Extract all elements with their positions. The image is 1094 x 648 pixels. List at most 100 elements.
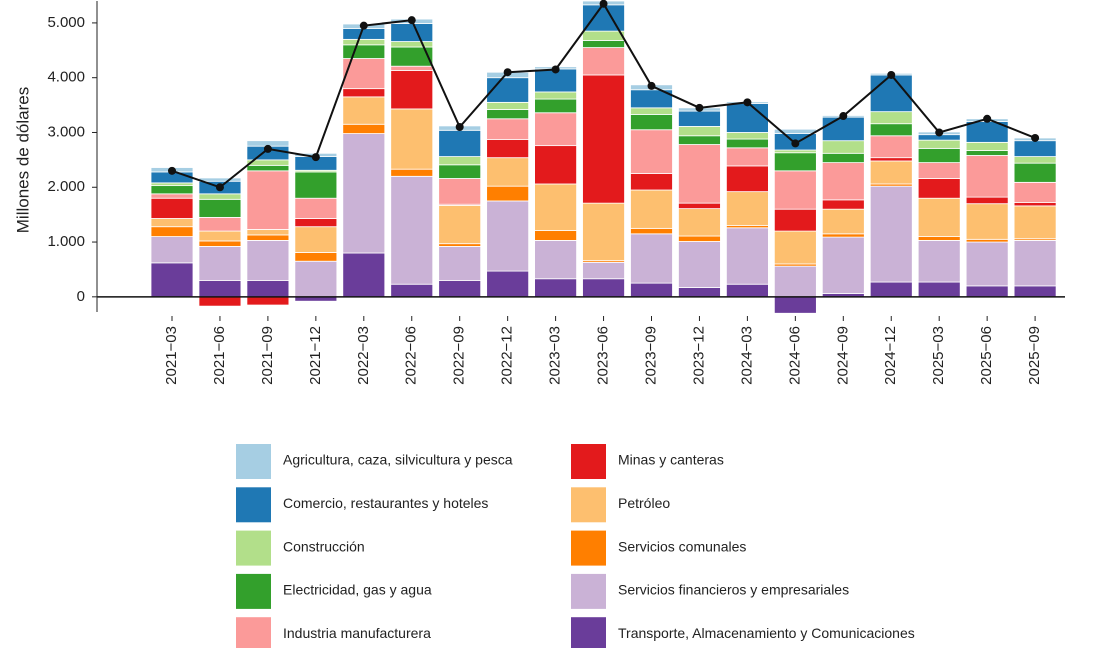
x-tick-label: 2021−12 (307, 326, 324, 385)
x-tick-label: 2022−06 (403, 326, 420, 385)
bar-segment (486, 101, 530, 110)
bar-segment (534, 239, 577, 280)
bar-segment (582, 261, 625, 280)
bar-segment (821, 199, 865, 210)
bar-segment (534, 98, 577, 114)
bar-segment (821, 162, 865, 201)
total-point (935, 128, 944, 137)
x-tick-label: 2024−09 (834, 326, 851, 385)
bar-segment (534, 183, 577, 231)
bar-segment (726, 132, 769, 140)
bar-segment (582, 74, 625, 204)
legend-label: Construcción (283, 538, 365, 554)
bar-segment (821, 236, 865, 294)
bar-segment (390, 168, 434, 177)
bar-segment (630, 114, 673, 131)
bar-segment (150, 236, 194, 264)
x-tick-label: 2024−03 (738, 326, 755, 385)
bar-segment (486, 109, 530, 120)
bar-segment (390, 23, 434, 42)
total-point (168, 166, 176, 175)
bar-segment (869, 160, 913, 185)
bar-segment (965, 155, 1009, 198)
bar-segment (198, 279, 242, 298)
bar-segment (582, 202, 625, 262)
bar-segment (198, 296, 242, 307)
bar-segment (630, 233, 673, 284)
bar-segment (342, 38, 386, 46)
bar-segment (198, 246, 242, 281)
bar-segment (294, 218, 338, 228)
legend-swatch (571, 573, 606, 609)
legend-swatch (571, 487, 606, 523)
legend-swatch (236, 573, 271, 609)
bar-segment (438, 243, 482, 247)
legend-swatch (236, 530, 271, 566)
bar-segment (150, 182, 194, 187)
bar-segment (917, 281, 961, 298)
legend-swatch (236, 617, 271, 648)
bar-segment (726, 227, 769, 285)
bar-segment (246, 234, 290, 241)
bar-segment (342, 27, 386, 40)
x-tick-label: 2024−12 (882, 326, 899, 385)
bar-segment (390, 65, 434, 71)
bar-segment (917, 147, 961, 164)
y-tick-label: 0 (77, 288, 85, 305)
bar-segment (917, 197, 961, 237)
bar-segment (246, 239, 290, 281)
legend-swatch (571, 530, 606, 566)
bar-segment (773, 208, 817, 232)
bar-segment (582, 30, 625, 41)
total-point (215, 183, 224, 192)
bar-segment (582, 278, 625, 298)
bar-segment (773, 170, 817, 210)
bar-segment (630, 282, 673, 298)
legend-label: Petróleo (618, 495, 670, 511)
bar-segment (438, 204, 482, 245)
bar-segment (1013, 239, 1057, 287)
bar-segment (1013, 140, 1057, 157)
total-point (311, 153, 320, 162)
total-point (983, 114, 992, 123)
bar-segment (486, 157, 530, 187)
bar-segment (1013, 181, 1057, 203)
bar-segment (821, 116, 865, 142)
bar-segment (342, 88, 386, 98)
x-tick-label: 2023−09 (642, 326, 659, 385)
x-tick-label: 2021−06 (211, 326, 228, 385)
x-tick-label: 2024−06 (786, 326, 803, 385)
bar-segment (630, 129, 673, 174)
bar-segment (821, 233, 865, 238)
bar-segment (869, 111, 913, 125)
bar-segment (150, 226, 194, 237)
bar-segment (198, 216, 242, 232)
bar-segment (438, 129, 482, 157)
bar-segment (869, 123, 913, 137)
bar-segment (726, 138, 769, 149)
y-tick-label: 5.000 (47, 14, 85, 31)
bar-segment (726, 283, 769, 298)
bar-segment (246, 279, 290, 298)
bar-segment (150, 218, 194, 228)
bar-segment (630, 107, 673, 115)
total-point (887, 70, 896, 79)
bar-segment (965, 150, 1009, 156)
total-point (263, 144, 272, 153)
x-tick-label: 2022−03 (355, 326, 372, 385)
x-tick-label: 2025−03 (930, 326, 947, 385)
bar-segment (726, 103, 769, 133)
bar-segment (582, 47, 625, 76)
bar-segment (869, 157, 913, 162)
bar-segment (821, 208, 865, 235)
total-point (647, 81, 656, 90)
bar-segment (917, 162, 961, 179)
bar-segment (246, 229, 290, 236)
bar-segment (965, 241, 1009, 287)
legend-label: Minas y canteras (618, 452, 724, 468)
bar-segment (965, 203, 1009, 240)
bar-segment (821, 140, 865, 154)
bar-segment (390, 70, 434, 110)
bar-segment (198, 177, 242, 182)
bar-segment (917, 239, 961, 283)
